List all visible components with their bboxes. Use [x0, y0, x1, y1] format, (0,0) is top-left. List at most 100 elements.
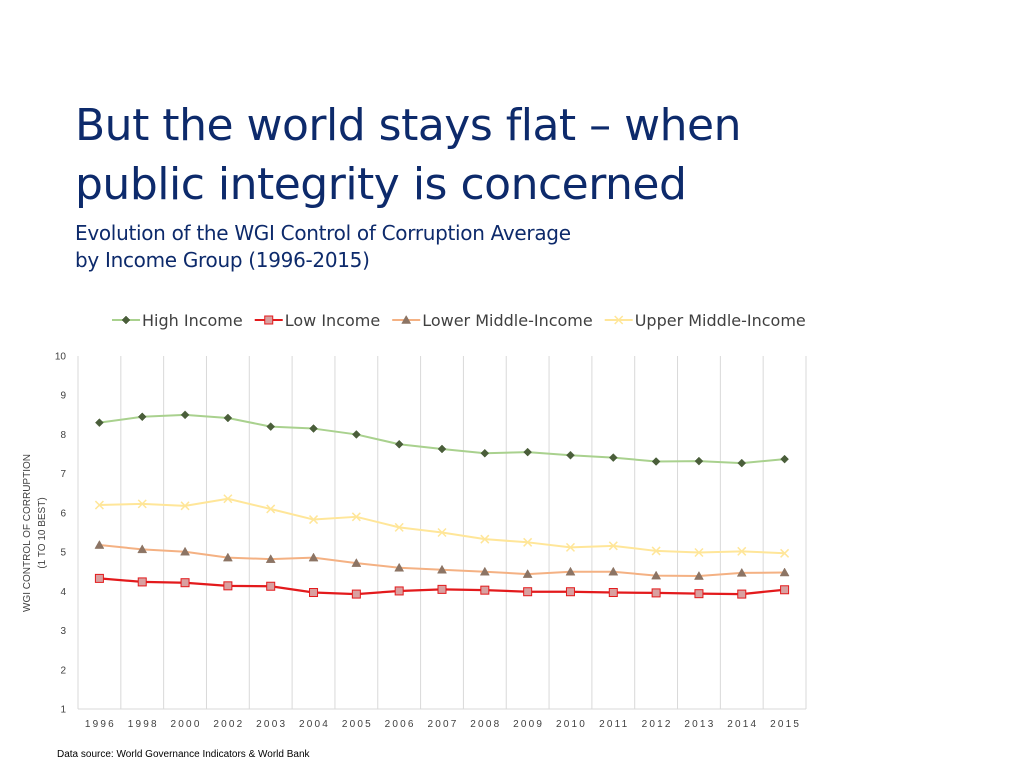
- data-point-lower-middle-income: [779, 567, 790, 577]
- data-point-high-income: [309, 424, 318, 433]
- data-point-lower-middle-income: [651, 570, 662, 580]
- data-point-lower-middle-income: [736, 567, 747, 577]
- x-tick-label: 2008: [470, 719, 501, 730]
- series-upper-middle-income: [94, 494, 790, 558]
- data-point-high-income: [780, 454, 789, 464]
- slide-subtitle: Evolution of the WGI Control of Corrupti…: [75, 220, 775, 274]
- data-point-lower-middle-income: [137, 544, 148, 554]
- x-tick-label: 2012: [642, 719, 673, 730]
- data-point-low-income: [351, 589, 361, 599]
- data-point-high-income: [351, 430, 361, 439]
- data-point-high-income: [223, 413, 233, 423]
- x-tick-label: 2007: [427, 719, 458, 730]
- series-line-high-income: [99, 413, 785, 465]
- data-point-lower-middle-income: [608, 566, 619, 576]
- data-point-low-income: [480, 585, 490, 595]
- legend-label: Upper Middle-Income: [635, 311, 806, 330]
- legend-marker: [121, 315, 131, 325]
- data-point-upper-middle-income: [523, 537, 533, 547]
- legend-item-lower-middle-income: Lower Middle-Income: [392, 311, 593, 330]
- y-tick-label: 2: [60, 665, 66, 676]
- y-tick-label: 1: [60, 705, 66, 716]
- data-point-low-income: [437, 584, 447, 594]
- legend-marker: [264, 315, 274, 325]
- legend-label: Lower Middle-Income: [422, 311, 593, 330]
- data-point-low-income: [780, 585, 790, 595]
- y-axis-label-line-1: WGI CONTROL OF CORRUPTION: [22, 454, 33, 612]
- x-tick-label: 1998: [128, 719, 159, 730]
- data-source-note: Data source: World Governance Indicators…: [57, 749, 310, 760]
- chart-grid: [77, 356, 807, 710]
- y-tick-label: 8: [60, 430, 66, 441]
- data-point-upper-middle-income: [394, 522, 404, 532]
- data-point-low-income: [309, 588, 319, 598]
- data-point-low-income: [565, 587, 575, 597]
- data-point-high-income: [180, 410, 190, 420]
- slide-subtitle-line-2: by Income Group (1996-2015): [75, 248, 370, 272]
- x-tick-label: 2003: [256, 719, 287, 730]
- x-tick-label: 2000: [171, 719, 202, 730]
- data-point-upper-middle-income: [737, 546, 747, 556]
- x-tick-label: 2004: [299, 719, 330, 730]
- data-point-low-income: [94, 573, 104, 583]
- data-point-low-income: [394, 586, 404, 596]
- series-lower-middle-income: [94, 540, 790, 580]
- data-point-high-income: [651, 457, 661, 466]
- data-point-lower-middle-income: [351, 558, 362, 567]
- data-point-high-income: [394, 439, 404, 449]
- x-tick-label: 2009: [513, 719, 544, 730]
- y-tick-label: 6: [60, 508, 66, 519]
- data-point-upper-middle-income: [780, 548, 790, 558]
- x-tick-label: 2015: [770, 719, 801, 730]
- slide-title-line-1: But the world stays flat – when: [75, 100, 741, 151]
- data-point-upper-middle-income: [137, 499, 147, 509]
- data-point-high-income: [523, 447, 533, 457]
- data-point-low-income: [651, 588, 661, 598]
- data-point-high-income: [566, 450, 575, 460]
- data-point-low-income: [523, 587, 533, 597]
- chart-series: [94, 410, 790, 599]
- data-point-upper-middle-income: [266, 504, 276, 514]
- data-point-lower-middle-income: [565, 566, 576, 576]
- data-point-upper-middle-income: [694, 547, 704, 558]
- data-point-high-income: [137, 412, 147, 422]
- data-point-upper-middle-income: [308, 515, 319, 525]
- x-tick-label: 2014: [727, 719, 758, 730]
- y-tick-label: 7: [60, 469, 66, 480]
- data-point-upper-middle-income: [608, 541, 618, 551]
- data-point-low-income: [180, 578, 190, 588]
- data-point-lower-middle-income: [394, 562, 405, 572]
- data-point-lower-middle-income: [522, 569, 533, 578]
- data-point-upper-middle-income: [565, 542, 576, 552]
- data-point-high-income: [95, 418, 104, 428]
- data-point-high-income: [608, 453, 618, 462]
- legend-label: High Income: [142, 311, 243, 330]
- data-point-high-income: [480, 448, 490, 458]
- data-point-low-income: [266, 581, 276, 591]
- y-tick-label: 4: [60, 587, 66, 598]
- data-point-low-income: [694, 589, 704, 599]
- series-high-income: [95, 410, 789, 468]
- data-point-upper-middle-income: [480, 534, 490, 544]
- series-line-upper-middle-income: [99, 497, 785, 555]
- legend-marker: [614, 315, 624, 325]
- series-low-income: [94, 573, 790, 599]
- data-point-lower-middle-income: [180, 546, 190, 556]
- x-tick-label: 2013: [684, 719, 715, 730]
- x-axis-ticks: 1996 1998 2000 2002 2003 2004 2005 2006 2007 2008…: [85, 719, 801, 730]
- y-axis-label-line-2: (1 TO 10 BEST): [37, 497, 48, 568]
- data-point-lower-middle-income: [308, 552, 319, 562]
- data-point-lower-middle-income: [222, 552, 233, 562]
- data-point-low-income: [737, 589, 747, 599]
- slide-subtitle-line-1: Evolution of the WGI Control of Corrupti…: [75, 221, 571, 245]
- legend-label: Low Income: [285, 311, 380, 330]
- x-tick-label: 2011: [599, 719, 629, 730]
- y-axis-ticks: 1 2 3 4 5 6 7 8 9 10: [55, 352, 67, 716]
- y-tick-label: 3: [60, 626, 66, 637]
- data-point-low-income: [223, 581, 233, 591]
- data-point-low-income: [608, 588, 618, 598]
- data-point-upper-middle-income: [180, 501, 190, 511]
- x-tick-label: 2002: [213, 719, 244, 730]
- legend-item-upper-middle-income: Upper Middle-Income: [604, 311, 806, 330]
